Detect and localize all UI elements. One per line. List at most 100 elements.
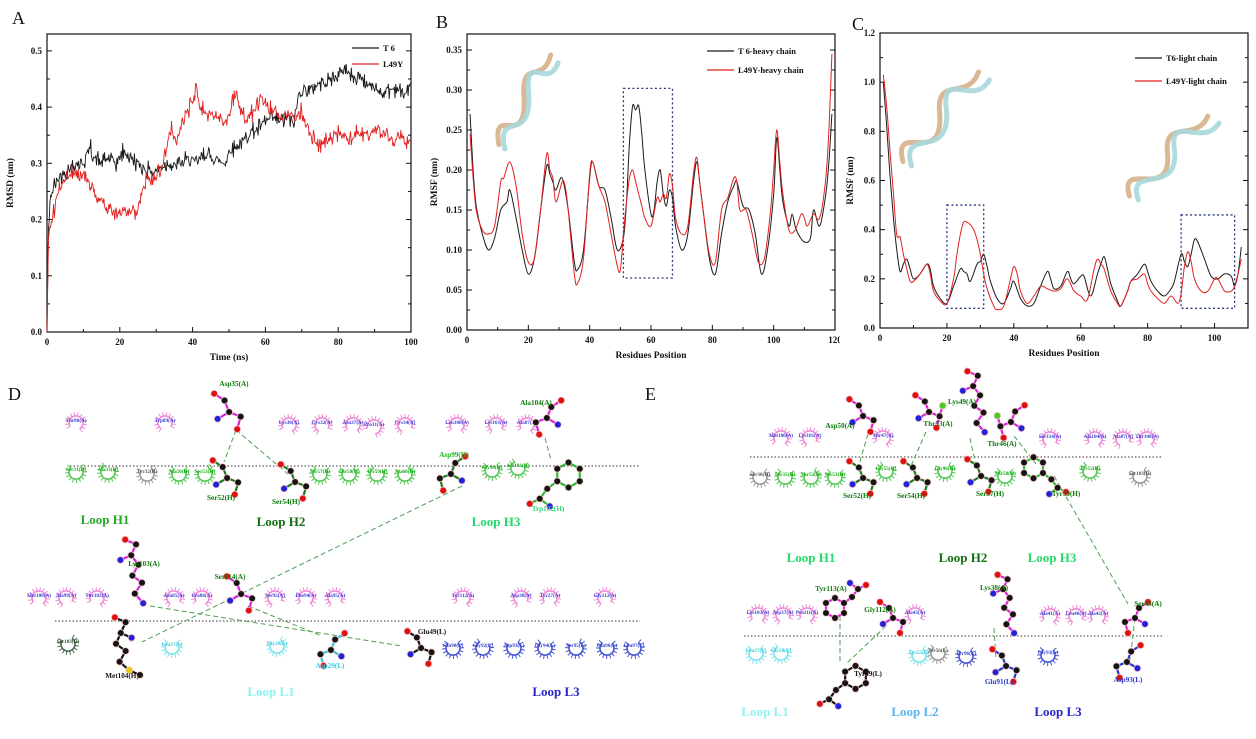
residue-ball-stick: Asp93(L): [1113, 642, 1144, 684]
svg-text:0.15: 0.15: [446, 205, 462, 215]
residue-contact-arc: Gly96(H): [933, 461, 958, 483]
residue-contact-arc: Ser31(H): [65, 464, 87, 483]
svg-text:Thr102(A): Thr102(A): [85, 592, 109, 599]
svg-text:Gly55(H): Gly55(H): [876, 465, 897, 472]
svg-text:Asp93(L): Asp93(L): [504, 642, 525, 649]
residue-ball-stick: Lys103(A): [117, 536, 160, 606]
svg-text:Ser54(H): Ser54(H): [897, 492, 926, 500]
residue-ball-stick: Ser45(A): [1122, 599, 1163, 637]
svg-text:Tyr59(H): Tyr59(H): [1052, 490, 1081, 498]
residue-ball-stick: Ser114(A): [215, 573, 256, 614]
residue-contact-arc: Asp38(A): [508, 585, 534, 609]
residue-ball-stick: Tyr49(L): [816, 663, 882, 710]
residue-contact-arc: Tyr32(H): [135, 464, 160, 486]
residue-contact-arc: Gln96(L): [595, 639, 619, 660]
residue-contact-arc: Asp37(A): [770, 602, 796, 626]
svg-text:Gly28(L): Gly28(L): [267, 640, 287, 647]
svg-text:Ser103(H): Ser103(H): [57, 638, 80, 645]
residue-contact-arc: Asp93(L): [502, 638, 527, 660]
svg-text:Asn37(A): Asn37(A): [342, 419, 363, 426]
svg-text:Glu49(L): Glu49(L): [418, 628, 447, 636]
residue-contact-arc: Tyr52(H): [1077, 461, 1103, 485]
svg-text:Asn85(A): Asn85(A): [163, 592, 184, 599]
svg-text:Ala99(A): Ala99(A): [56, 592, 76, 599]
svg-text:L49Y-light chain: L49Y-light chain: [1166, 76, 1227, 86]
svg-text:Thr58(H): Thr58(H): [338, 468, 360, 475]
residue-ball-stick: Lys38(A): [980, 571, 1017, 636]
residue-contact-arc: Lys101(A): [797, 425, 823, 449]
residue-contact-arc: Asn37(A): [341, 412, 366, 434]
svg-text:Gln90(L): Gln90(L): [443, 642, 464, 649]
svg-text:L49Y-heavy chain: L49Y-heavy chain: [738, 65, 804, 75]
residue-ball-stick: Tyr113(A): [815, 580, 869, 622]
svg-text:Ser52(H): Ser52(H): [207, 494, 236, 502]
residue-contact-arc: Gly94(L): [532, 638, 557, 660]
svg-text:RMSF (nm): RMSF (nm): [845, 156, 856, 204]
residue-contact-arc: Ala87(A): [1109, 425, 1136, 450]
svg-text:Leu46(A): Leu46(A): [1065, 610, 1086, 617]
residue-contact-arc: Asn85(A): [161, 585, 186, 607]
svg-text:Gly98(H): Gly98(H): [482, 464, 503, 471]
svg-text:Ala87(A): Ala87(A): [1113, 433, 1133, 440]
svg-text:Met104(H): Met104(H): [105, 672, 139, 680]
residue-contact-arc: Ser103(H): [1128, 466, 1153, 488]
residue-contact-arc: Gly93(L): [1036, 646, 1060, 667]
svg-text:Leu27(L): Leu27(L): [162, 641, 183, 648]
residue-contact-arc: Ser56(L): [925, 643, 950, 665]
svg-text:Leu100(A): Leu100(A): [445, 419, 469, 426]
svg-text:0.10: 0.10: [446, 245, 462, 255]
svg-text:0.30: 0.30: [446, 85, 462, 95]
residue-contact-arc: Ala99(A): [53, 585, 79, 609]
residue-contact-arc: Ser57(H): [307, 464, 332, 486]
svg-text:Ser57(H): Ser57(H): [310, 468, 330, 475]
svg-text:T 6: T 6: [383, 43, 395, 53]
svg-text:Ser31(H): Ser31(H): [66, 466, 86, 473]
residue-contact-arc: Ala41(A): [1037, 603, 1063, 627]
svg-text:0: 0: [878, 333, 883, 343]
residue-contact-arc: Thr47(A): [870, 424, 897, 449]
residue-ball-stick: Glu49(L): [404, 628, 447, 667]
svg-text:Ala33(H): Ala33(H): [98, 466, 119, 473]
svg-text:0.2: 0.2: [31, 215, 43, 225]
svg-text:40: 40: [1009, 333, 1019, 343]
svg-text:Gly28(L): Gly28(L): [771, 647, 791, 654]
svg-text:Ser53(H): Ser53(H): [825, 471, 845, 478]
residue-contact-arc: Thr88(A): [63, 410, 89, 434]
svg-text:Phe94(A): Phe94(A): [296, 592, 317, 599]
svg-text:Thr88(A): Thr88(A): [65, 417, 86, 424]
svg-text:Tyr112(A): Tyr112(A): [452, 592, 475, 599]
svg-text:Tyr27(A): Tyr27(A): [540, 592, 561, 599]
svg-text:0.5: 0.5: [31, 46, 43, 56]
svg-text:0.6: 0.6: [864, 176, 876, 186]
svg-text:100: 100: [404, 337, 418, 347]
panel-d-interaction-diagram: Thr88(A)Trp89(A)Lys30(A)Cys32(A)Asn37(A)…: [0, 366, 648, 739]
svg-text:0.05: 0.05: [446, 285, 462, 295]
svg-text:20: 20: [942, 333, 952, 343]
svg-text:60: 60: [647, 335, 657, 345]
svg-text:Asp35(A): Asp35(A): [219, 380, 249, 388]
svg-text:T6-light chain: T6-light chain: [1166, 53, 1218, 63]
svg-text:0.2: 0.2: [864, 274, 876, 284]
svg-text:Gly112(A): Gly112(A): [594, 592, 617, 599]
svg-text:40: 40: [585, 335, 595, 345]
svg-text:Loop H1: Loop H1: [81, 512, 130, 527]
svg-text:Ser53(H): Ser53(H): [195, 468, 215, 475]
svg-text:Tyr59(H): Tyr59(H): [367, 468, 388, 475]
svg-text:Ser30(H): Ser30(H): [750, 471, 770, 478]
residue-contact-arc: Leu27(L): [745, 645, 767, 664]
residue-ball-stick: Asp50(A): [825, 396, 877, 435]
residue-contact-arc: Ala101(H): [504, 457, 531, 482]
svg-text:Tyr49(L): Tyr49(L): [854, 670, 882, 678]
svg-text:Ala104(A): Ala104(A): [1084, 433, 1107, 440]
residue-contact-arc: Leu27(L): [160, 638, 184, 659]
residue-contact-arc: Gly98(H): [481, 462, 503, 481]
residue-contact-arc: Tyr96(L): [954, 647, 978, 668]
residue-contact-arc: Ser114(A): [1037, 426, 1062, 448]
residue-contact-arc: Thr58(H): [337, 465, 361, 486]
svg-text:Gln96(L): Gln96(L): [597, 642, 618, 649]
svg-text:Gly93(L): Gly93(L): [1038, 649, 1058, 656]
svg-text:1.0: 1.0: [864, 77, 876, 87]
svg-text:Loop L2: Loop L2: [891, 704, 938, 719]
